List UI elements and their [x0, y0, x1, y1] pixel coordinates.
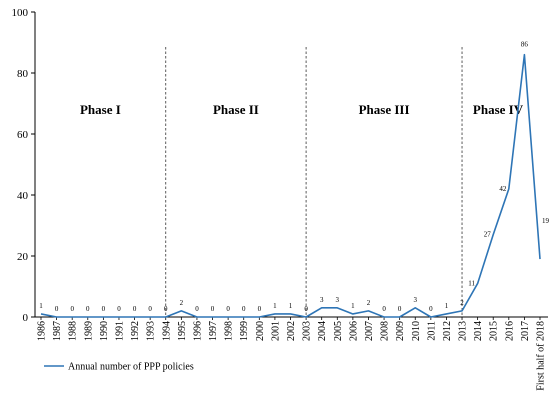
data-label: 0: [55, 305, 59, 313]
legend: Annual number of PPP policies: [44, 362, 194, 373]
x-tick-label: 1987: [52, 321, 63, 341]
y-tick-label: 0: [23, 312, 29, 324]
phase-label: Phase III: [359, 102, 410, 117]
legend-label: Annual number of PPP policies: [68, 362, 194, 373]
data-label: 0: [398, 305, 402, 313]
data-label: 0: [148, 305, 152, 313]
phase-labels: Phase I Phase II Phase III Phase IV: [80, 102, 524, 117]
data-label: 0: [102, 305, 106, 313]
data-label: 1: [351, 302, 355, 310]
phase-label: Phase IV: [473, 102, 524, 117]
y-tick-label: 20: [17, 251, 29, 263]
data-label: 1: [445, 302, 449, 310]
data-label: 86: [521, 41, 529, 49]
y-tick-label: 40: [17, 190, 29, 202]
data-label: 0: [133, 305, 137, 313]
data-label: 42: [499, 185, 507, 193]
x-tick-label: 1991: [114, 321, 125, 341]
x-tick-label: 2015: [489, 321, 500, 341]
x-tick-label: 2003: [302, 321, 313, 341]
x-tick-label: 1986: [37, 321, 48, 341]
data-label: 27: [484, 231, 492, 239]
x-tick-label: 1993: [146, 321, 157, 341]
x-tick-label: 1994: [161, 321, 172, 341]
phase-label: Phase II: [213, 102, 259, 117]
data-label: 1: [39, 302, 43, 310]
data-label: 0: [70, 305, 74, 313]
series-layer: [40, 53, 541, 318]
series-line-ppp-policies: [40, 53, 541, 318]
y-tick-label: 80: [17, 68, 29, 80]
y-tick-label: 60: [17, 129, 29, 141]
data-label: 0: [117, 305, 121, 313]
data-label: 19: [542, 217, 550, 225]
data-label: 0: [258, 305, 262, 313]
x-tick-label: 2001: [270, 321, 281, 341]
data-label: 0: [382, 305, 386, 313]
data-label: 2: [180, 299, 184, 307]
x-tick-label: First half of 2018: [536, 321, 547, 391]
data-label: 1: [289, 302, 293, 310]
chart-axes: [34, 12, 548, 318]
x-tick-label: 1988: [68, 321, 79, 341]
x-tick-label: 2017: [520, 321, 531, 341]
data-label: 0: [226, 305, 230, 313]
data-label: 0: [304, 305, 308, 313]
x-tick-label: 2009: [395, 321, 406, 341]
x-axis-ticks: 1986 1987 1988 1989 1990 1991 1992 1993 1994 1995…: [37, 317, 547, 391]
x-tick-label: 2008: [380, 321, 391, 341]
x-tick-label: 2007: [364, 321, 375, 341]
data-label: 3: [414, 296, 418, 304]
phase-label: Phase I: [80, 102, 121, 117]
data-label: 0: [195, 305, 199, 313]
x-tick-label: 1990: [99, 321, 110, 341]
x-tick-label: 2011: [426, 321, 437, 341]
x-tick-label: 2014: [473, 321, 484, 341]
x-tick-label: 2000: [255, 321, 266, 341]
y-tick-label: 100: [12, 7, 29, 19]
data-label: 0: [242, 305, 246, 313]
phase-dividers: [165, 47, 463, 317]
x-tick-label: 2013: [458, 321, 469, 341]
data-label: 11: [468, 279, 475, 287]
data-label: 0: [164, 305, 168, 313]
data-label: 0: [211, 305, 215, 313]
x-tick-label: 1989: [83, 321, 94, 341]
x-tick-label: 1992: [130, 321, 141, 341]
x-tick-label: 1995: [177, 321, 188, 341]
x-tick-label: 2002: [286, 321, 297, 341]
x-tick-label: 1999: [239, 321, 250, 341]
x-tick-label: 2005: [333, 321, 344, 341]
data-label: 3: [320, 296, 324, 304]
x-tick-label: 1996: [192, 321, 203, 341]
x-tick-label: 2010: [411, 321, 422, 341]
data-label: 3: [336, 296, 340, 304]
x-tick-label: 2016: [504, 321, 515, 341]
y-axis-ticks: 0 20 40 60 80 100: [12, 7, 35, 324]
x-tick-label: 1997: [208, 321, 219, 341]
data-label: 1: [273, 302, 277, 310]
x-tick-label: 2004: [317, 321, 328, 341]
data-label: 0: [86, 305, 90, 313]
data-label: 2: [460, 299, 464, 307]
x-tick-label: 2006: [348, 321, 359, 341]
x-tick-label: 1998: [224, 321, 235, 341]
x-tick-label: 2012: [442, 321, 453, 341]
data-label: 0: [429, 305, 433, 313]
data-label: 2: [367, 299, 371, 307]
